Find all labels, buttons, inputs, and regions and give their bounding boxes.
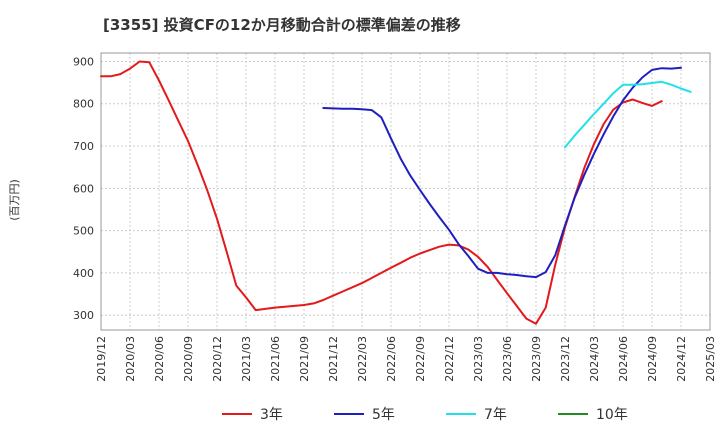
x-tick-label: 2020/06: [153, 336, 166, 382]
x-tick-label: 2022/12: [443, 336, 456, 382]
y-tick-label: 700: [73, 140, 94, 153]
y-tick-label: 500: [73, 225, 94, 238]
series-line-1: [322, 66, 682, 279]
x-tick-label: 2021/09: [298, 336, 311, 382]
x-tick-label: 2022/06: [385, 336, 398, 382]
x-tick-label: 2024/09: [646, 336, 659, 382]
x-tick-label: 2023/06: [501, 336, 514, 382]
x-tick-label: 2020/03: [124, 336, 137, 382]
legend-label-1: 5年: [372, 407, 395, 423]
x-tick-labels: 2019/12 2020/03 2020/06 2020/09 2020/12 2021/…: [95, 336, 717, 382]
y-tick-label: 300: [73, 309, 94, 322]
x-tick-label: 2022/03: [356, 336, 369, 382]
y-tick-label: 900: [73, 55, 94, 68]
x-tick-label: 2024/03: [588, 336, 601, 382]
x-tick-label: 2023/03: [472, 336, 485, 382]
x-tick-label: 2019/12: [95, 336, 108, 382]
y-axis-label: (百万円): [8, 179, 21, 221]
y-tick-labels: 300 400 500 600 700 800 900: [73, 55, 94, 322]
legend-label-3: 10年: [596, 407, 628, 423]
x-tick-label: 2024/06: [617, 336, 630, 382]
x-tick-label: 2021/06: [269, 336, 282, 382]
x-tick-label: 2023/09: [530, 336, 543, 382]
x-tick-label: 2021/03: [240, 336, 253, 382]
series-layer: [100, 60, 692, 325]
x-tick-label: 2024/12: [675, 336, 688, 382]
y-tick-label: 800: [73, 98, 94, 111]
x-tick-label: 2020/09: [182, 336, 195, 382]
plot-frame: [100, 52, 711, 331]
x-tick-label: 2022/09: [414, 336, 427, 382]
chart-title: [3355] 投資CFの12か月移動合計の標準偏差の推移: [103, 16, 461, 34]
series-line-2: [564, 80, 692, 149]
legend: 3年 5年 7年 10年: [222, 407, 628, 423]
legend-label-0: 3年: [260, 407, 283, 423]
x-tick-label: 2020/12: [211, 336, 224, 382]
y-tick-label: 400: [73, 267, 94, 280]
y-tick-label: 600: [73, 182, 94, 195]
legend-label-2: 7年: [484, 407, 507, 423]
x-tick-label: 2023/12: [559, 336, 572, 382]
x-tick-label: 2025/03: [704, 336, 717, 382]
x-tick-label: 2021/12: [327, 336, 340, 382]
grid-layer: [100, 53, 711, 330]
